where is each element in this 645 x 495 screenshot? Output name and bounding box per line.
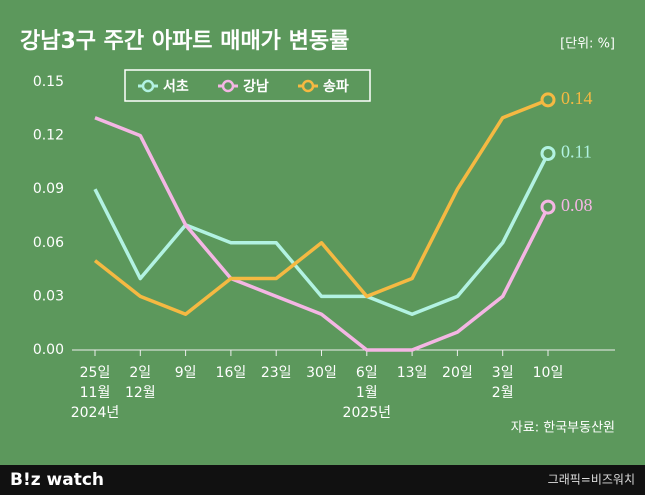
x-tick-year: 2024년 — [71, 405, 120, 421]
legend-marker — [301, 79, 315, 93]
x-tick-label: 25일 — [80, 365, 111, 381]
legend-marker — [141, 79, 155, 93]
y-tick-label: 0.09 — [33, 181, 64, 197]
legend-label: 송파 — [323, 79, 349, 95]
series-line — [94, 116, 550, 352]
unit-note: [단위: %] — [560, 37, 615, 52]
end-marker — [540, 199, 556, 215]
legend-box — [124, 69, 371, 102]
chart-title: 강남3구 주간 아파트 매매가 변동률 — [20, 29, 349, 54]
y-tick-label: 0.15 — [33, 74, 64, 90]
series-line — [93, 152, 550, 317]
value-label: 0.11 — [561, 142, 592, 162]
x-tick-label: 9일 — [175, 365, 197, 381]
series-line — [93, 98, 549, 317]
legend-marker — [221, 79, 235, 93]
x-tick-label: 30일 — [306, 365, 337, 381]
value-label: 0.14 — [561, 88, 593, 108]
x-tick-year: 2025년 — [343, 405, 392, 421]
credit: 그래픽=비즈워치 — [548, 473, 635, 487]
x-tick-label: 16일 — [216, 365, 247, 381]
y-tick-label: 0.06 — [33, 235, 64, 251]
x-tick-label: 6일 — [356, 365, 378, 381]
value-label: 0.08 — [561, 195, 593, 215]
x-tick-month: 11월 — [80, 385, 111, 401]
x-tick-month: 12월 — [125, 385, 156, 401]
y-tick-label: 0.03 — [33, 288, 64, 304]
end-marker — [540, 92, 556, 108]
x-tick-label: 13일 — [397, 365, 428, 381]
x-tick-label: 10일 — [533, 365, 564, 381]
x-tick-label: 23일 — [261, 365, 292, 381]
y-tick-label: 0.12 — [33, 128, 64, 144]
x-tick-month: 1월 — [356, 385, 378, 401]
x-tick-label: 3일 — [492, 365, 514, 381]
y-tick-label: 0.00 — [33, 342, 64, 358]
footer-bar — [0, 465, 645, 495]
brand: B!z watch — [10, 470, 104, 490]
source: 자료: 한국부동산원 — [511, 421, 615, 436]
legend-label: 강남 — [243, 78, 269, 95]
legend-label: 서초 — [163, 79, 189, 95]
end-marker — [540, 145, 556, 161]
x-tick-label: 20일 — [442, 365, 473, 381]
x-tick-month: 2월 — [492, 385, 514, 401]
background — [0, 0, 645, 465]
x-tick-label: 2일 — [129, 365, 151, 381]
